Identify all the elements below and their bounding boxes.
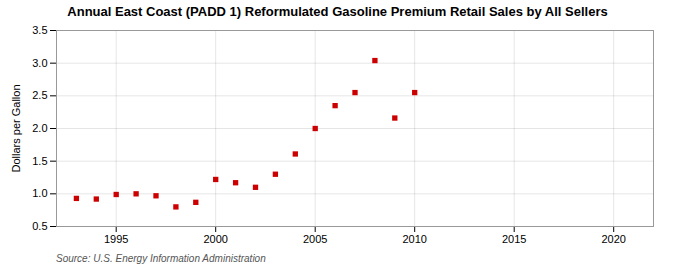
svg-text:1.5: 1.5: [32, 155, 47, 167]
svg-text:2.5: 2.5: [32, 89, 47, 101]
svg-text:0.5: 0.5: [32, 220, 47, 232]
svg-text:2.0: 2.0: [32, 122, 47, 134]
html-text:Source: U.S. Energy Informatio: Source: U.S. Energy Information Administ…: [56, 253, 266, 264]
svg-text:1.0: 1.0: [32, 187, 47, 199]
svg-text:1995: 1995: [104, 233, 128, 245]
svg-text:Dollars per Gallon: Dollars per Gallon: [10, 84, 22, 172]
svg-text:2015: 2015: [502, 233, 526, 245]
svg-text:3.5: 3.5: [32, 24, 47, 36]
html-text:Annual East Coast (PADD 1) Ref: Annual East Coast (PADD 1) Reformulated …: [67, 4, 608, 19]
svg-text:2000: 2000: [203, 233, 227, 245]
svg-text:2020: 2020: [601, 233, 625, 245]
svg-text:2010: 2010: [402, 233, 426, 245]
svg-text:3.0: 3.0: [32, 57, 47, 69]
svg-text:2005: 2005: [303, 233, 327, 245]
